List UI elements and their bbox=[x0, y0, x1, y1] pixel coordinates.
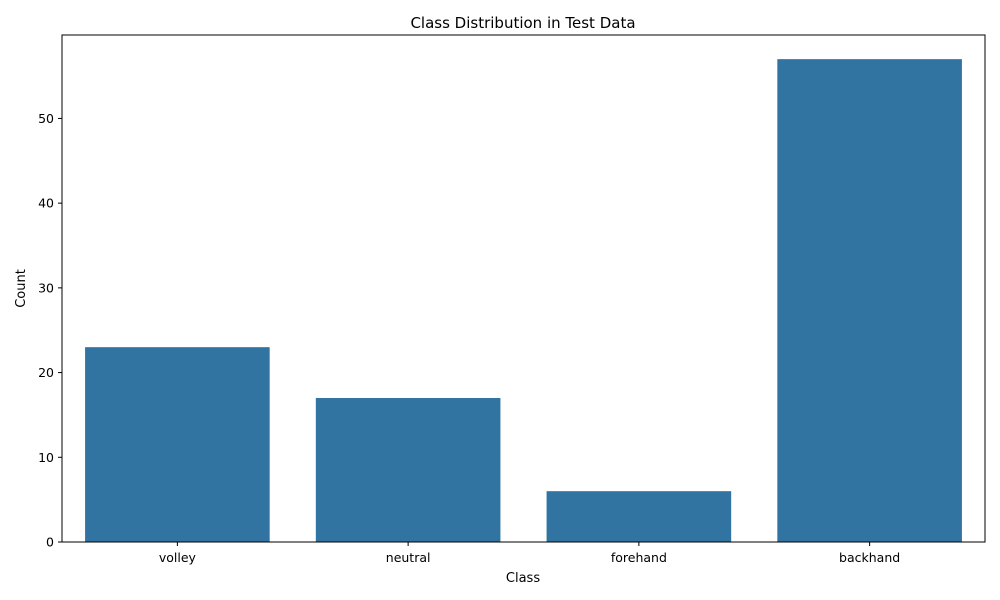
x-axis-label: Class bbox=[506, 571, 540, 586]
plot-frame bbox=[61, 34, 986, 543]
x-tick-label: neutral bbox=[386, 550, 431, 565]
bar-neutral bbox=[315, 397, 501, 542]
y-axis-label: Count bbox=[14, 269, 29, 308]
x-axis-ticks: volley neutral forehand backhand bbox=[159, 542, 900, 565]
x-tick-label: volley bbox=[159, 550, 197, 565]
bars-group bbox=[85, 59, 962, 543]
chart-title: Class Distribution in Test Data bbox=[410, 14, 635, 32]
x-tick-label: forehand bbox=[611, 550, 667, 565]
y-tick-label: 20 bbox=[38, 365, 54, 380]
bar-volley bbox=[85, 347, 270, 542]
y-tick-label: 50 bbox=[38, 111, 54, 126]
y-tick-label: 30 bbox=[38, 280, 54, 295]
y-tick-label: 0 bbox=[46, 535, 54, 550]
bar-backhand bbox=[777, 59, 962, 543]
x-tick-label: backhand bbox=[839, 550, 900, 565]
y-tick-label: 40 bbox=[38, 196, 54, 211]
bar-forehand bbox=[546, 491, 732, 542]
y-tick-label: 10 bbox=[38, 450, 54, 465]
y-axis-ticks: 0 10 20 30 40 50 bbox=[38, 111, 62, 550]
